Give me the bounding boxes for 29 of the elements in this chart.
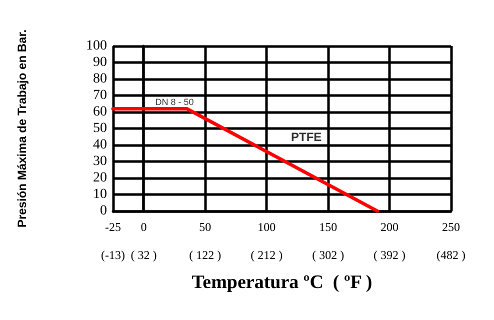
x2-tick-label: ( 122 )	[189, 248, 222, 262]
y-tick-label: 40	[93, 138, 107, 152]
y-tick-label: 60	[93, 104, 107, 120]
series-label: PTFE	[291, 130, 322, 144]
x-tick-label: 0	[140, 220, 147, 234]
y-tick-label: 10	[93, 187, 107, 202]
y-axis-title: Presión Máxima de Trabajo en Bar.	[15, 29, 29, 228]
x2-tick-label: ( 302 )	[312, 248, 344, 262]
x-tick-label: 100	[258, 220, 276, 234]
x2-tick-label: ( 32 )	[130, 248, 157, 262]
x-tick-label: 150	[319, 220, 338, 234]
x2-tick-label: ( 212 )	[250, 248, 283, 262]
x-axis-title: Temperatura ºC ( ºF )	[192, 272, 372, 293]
y-tick-label: 70	[93, 88, 107, 103]
annotation: DN 8 - 50	[155, 97, 194, 108]
x-tick-label: 250	[442, 220, 460, 234]
y-tick-label: 20	[93, 170, 107, 186]
x-tick-label: 200	[380, 220, 399, 234]
x2-tick-label: ( 392 )	[374, 248, 406, 262]
x2-tick-label: (-13)	[101, 248, 125, 262]
y-tick-label: 90	[93, 55, 107, 70]
y-tick-label: 30	[93, 154, 107, 169]
y-tick-label: 80	[93, 72, 107, 86]
y-tick-label: 0	[100, 204, 107, 218]
x2-tick-label: (482 )	[436, 248, 466, 262]
x-tick-label: -25	[105, 220, 121, 234]
x-tick-label: 50	[199, 220, 212, 234]
y-tick-label: 100	[86, 38, 107, 54]
y-tick-label: 50	[93, 121, 107, 136]
